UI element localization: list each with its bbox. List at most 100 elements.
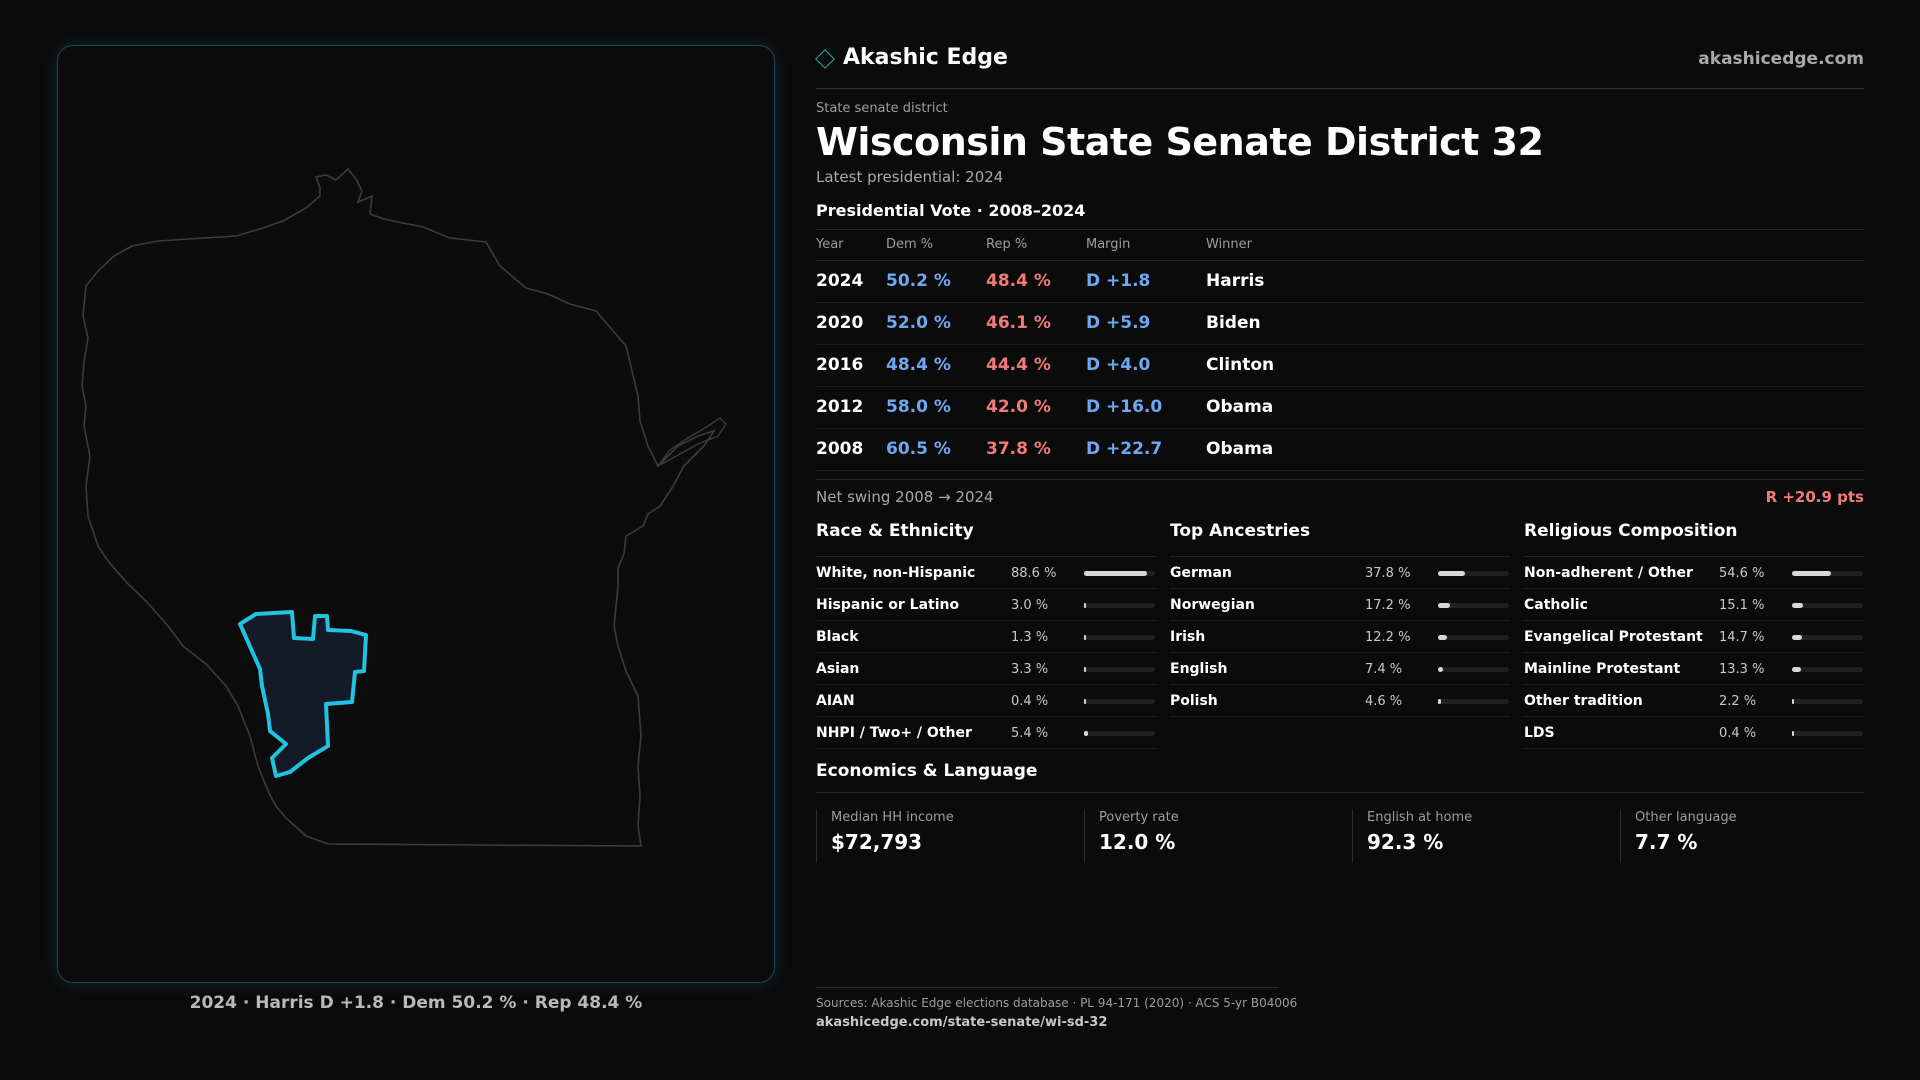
list-item: Black 1.3 % xyxy=(816,621,1156,653)
share-bar-fill xyxy=(1084,602,1087,608)
row-value: 5.4 % xyxy=(1011,725,1049,741)
row-value: 2.2 % xyxy=(1719,693,1757,709)
row-value: 12.2 % xyxy=(1365,629,1411,645)
row-label: German xyxy=(1170,564,1232,581)
row-label: Catholic xyxy=(1524,596,1588,613)
share-bar xyxy=(1438,602,1509,608)
share-bar-fill xyxy=(1084,730,1088,736)
list-item: Irish 12.2 % xyxy=(1170,621,1510,653)
share-bar xyxy=(1792,570,1863,576)
share-bar-fill xyxy=(1438,570,1465,576)
religion-title: Religious Composition xyxy=(1524,519,1864,557)
share-bar xyxy=(1792,730,1863,736)
share-bar-fill xyxy=(1084,634,1086,640)
row-value: 4.6 % xyxy=(1365,693,1403,709)
row-label: Hispanic or Latino xyxy=(816,596,960,613)
list-item: White, non-Hispanic 88.6 % xyxy=(816,557,1156,589)
district-map-panel xyxy=(57,45,775,983)
net-swing: Net swing 2008 → 2024 R +20.9 pts xyxy=(816,478,1864,519)
row-label: Black xyxy=(816,628,859,645)
map-caption: 2024 · Harris D +1.8 · Dem 50.2 % · Rep … xyxy=(189,993,643,1013)
col-year: Year xyxy=(816,230,886,261)
share-bar xyxy=(1084,634,1155,640)
row-value: 54.6 % xyxy=(1719,565,1765,581)
share-bar-fill xyxy=(1792,698,1794,704)
list-item: Asian 3.3 % xyxy=(816,653,1156,685)
list-item: Other tradition 2.2 % xyxy=(1524,685,1864,717)
row-value: 1.3 % xyxy=(1011,629,1049,645)
share-bar xyxy=(1084,570,1155,576)
row-label: English xyxy=(1170,660,1228,677)
share-bar xyxy=(1792,666,1863,672)
row-label: Irish xyxy=(1170,628,1206,645)
share-bar xyxy=(1084,602,1155,608)
share-bar xyxy=(1084,666,1155,672)
table-row: 2016 48.4 % 44.4 % D +4.0 Clinton xyxy=(816,344,1864,387)
share-bar xyxy=(1792,698,1863,704)
median-income-stat: Median HH income $72,793 xyxy=(816,808,1066,863)
share-bar-fill xyxy=(1792,602,1803,608)
row-value: 13.3 % xyxy=(1719,661,1765,677)
list-item: NHPI / Two+ / Other 5.4 % xyxy=(816,717,1156,749)
religion-section: Religious Composition Non-adherent / Oth… xyxy=(1524,519,1864,749)
row-value: 3.0 % xyxy=(1011,597,1049,613)
table-row: 2020 52.0 % 46.1 % D +5.9 Biden xyxy=(816,302,1864,345)
other-language-stat: Other language 7.7 % xyxy=(1620,808,1870,863)
row-label: Norwegian xyxy=(1170,596,1255,613)
row-label: Polish xyxy=(1170,692,1218,709)
row-label: Mainline Protestant xyxy=(1524,660,1681,677)
row-value: 7.4 % xyxy=(1365,661,1403,677)
sources-line: Sources: Akashic Edge elections database… xyxy=(816,996,1298,1010)
district-profile: Akashic Edge akashicedge.com State senat… xyxy=(815,45,1864,879)
latest-presidential: Latest presidential: 2024 xyxy=(816,168,1004,186)
table-row: 2012 58.0 % 42.0 % D +16.0 Obama xyxy=(816,386,1864,429)
share-bar xyxy=(1438,634,1509,640)
share-bar-fill xyxy=(1792,666,1802,672)
sources: Sources: Akashic Edge elections database… xyxy=(816,987,1298,1030)
district-32-shape xyxy=(238,610,368,778)
ancestry-title: Top Ancestries xyxy=(1170,519,1510,557)
share-bar-fill xyxy=(1084,570,1147,576)
row-value: 15.1 % xyxy=(1719,597,1765,613)
share-bar xyxy=(1084,730,1155,736)
page-title: Wisconsin State Senate District 32 xyxy=(816,120,1544,164)
row-label: White, non-Hispanic xyxy=(816,564,976,581)
row-value: 37.8 % xyxy=(1365,565,1411,581)
brand-url[interactable]: akashicedge.com xyxy=(1698,49,1864,69)
list-item: Norwegian 17.2 % xyxy=(1170,589,1510,621)
share-bar xyxy=(1792,602,1863,608)
table-row: 2008 60.5 % 37.8 % D +22.7 Obama xyxy=(816,428,1864,471)
wisconsin-map xyxy=(81,167,727,847)
share-bar xyxy=(1084,698,1155,704)
row-value: 0.4 % xyxy=(1011,693,1049,709)
list-item: Polish 4.6 % xyxy=(1170,685,1510,717)
col-winner: Winner xyxy=(1206,230,1864,261)
diamond-icon xyxy=(815,49,835,69)
row-label: Asian xyxy=(816,660,860,677)
share-bar-fill xyxy=(1438,602,1451,608)
state-outline xyxy=(81,167,716,847)
row-value: 0.4 % xyxy=(1719,725,1757,741)
economics-title: Economics & Language xyxy=(816,761,1864,793)
share-bar-fill xyxy=(1792,730,1794,736)
share-bar xyxy=(1438,666,1509,672)
economics-section: Median HH income $72,793 Poverty rate 12… xyxy=(816,808,1864,879)
col-dem: Dem % xyxy=(886,230,986,261)
source-link[interactable]: akashicedge.com/state-senate/wi-sd-32 xyxy=(816,1015,1108,1030)
page-kicker: State senate district xyxy=(816,101,948,116)
row-value: 14.7 % xyxy=(1719,629,1765,645)
list-item: English 7.4 % xyxy=(1170,653,1510,685)
list-item: LDS 0.4 % xyxy=(1524,717,1864,749)
brand-name: Akashic Edge xyxy=(843,45,1008,70)
share-bar-fill xyxy=(1438,634,1447,640)
row-label: Evangelical Protestant xyxy=(1524,628,1703,645)
list-item: Catholic 15.1 % xyxy=(1524,589,1864,621)
list-item: Non-adherent / Other 54.6 % xyxy=(1524,557,1864,589)
demographics: Race & Ethnicity White, non-Hispanic 88.6… xyxy=(816,519,1864,755)
share-bar-fill xyxy=(1084,666,1087,672)
list-item: AIAN 0.4 % xyxy=(816,685,1156,717)
race-ethnicity-title: Race & Ethnicity xyxy=(816,519,1156,557)
poverty-rate-stat: Poverty rate 12.0 % xyxy=(1084,808,1334,863)
list-item: Evangelical Protestant 14.7 % xyxy=(1524,621,1864,653)
net-swing-value: R +20.9 pts xyxy=(1765,487,1864,506)
